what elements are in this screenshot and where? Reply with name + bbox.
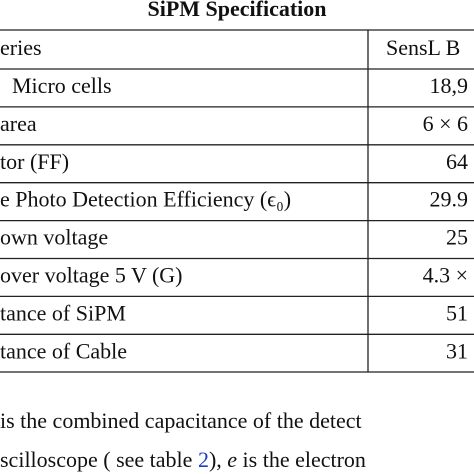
row-label: e Photo Detection Efficiency (ϵ₀) xyxy=(0,187,291,212)
paragraph-line: scilloscope ( see table 2), e is the ele… xyxy=(0,447,366,472)
row-value: 51 xyxy=(446,300,468,325)
row-value: 25 xyxy=(446,225,468,250)
row-value: 64 xyxy=(446,149,468,174)
row-value: 18,9 xyxy=(430,73,469,98)
row-value: 29.9 xyxy=(430,187,469,212)
math-symbol: e xyxy=(227,447,237,472)
column-header: SensL B xyxy=(386,35,460,60)
row-label: tance of SiPM xyxy=(0,300,126,325)
row-value: 4.3 × xyxy=(423,262,468,287)
row-value: 6 × 6 xyxy=(423,111,468,136)
row-label: Micro cells xyxy=(12,73,112,98)
text-run: is the electron xyxy=(237,447,366,472)
paragraph-line: is the combined capacitance of the detec… xyxy=(0,408,362,433)
column-header: eries xyxy=(0,35,42,60)
table-link[interactable]: 2 xyxy=(198,447,209,472)
row-label: tor (FF) xyxy=(0,149,69,174)
row-value: 31 xyxy=(446,338,468,363)
row-label: area xyxy=(0,111,37,136)
row-label: over voltage 5 V (G) xyxy=(0,262,182,287)
text-run: scilloscope ( see table xyxy=(0,447,198,472)
table-title: SiPM Specification xyxy=(147,0,326,21)
row-label: own voltage xyxy=(0,225,108,250)
row-label: tance of Cable xyxy=(0,338,127,363)
text-run: ), xyxy=(209,447,227,472)
